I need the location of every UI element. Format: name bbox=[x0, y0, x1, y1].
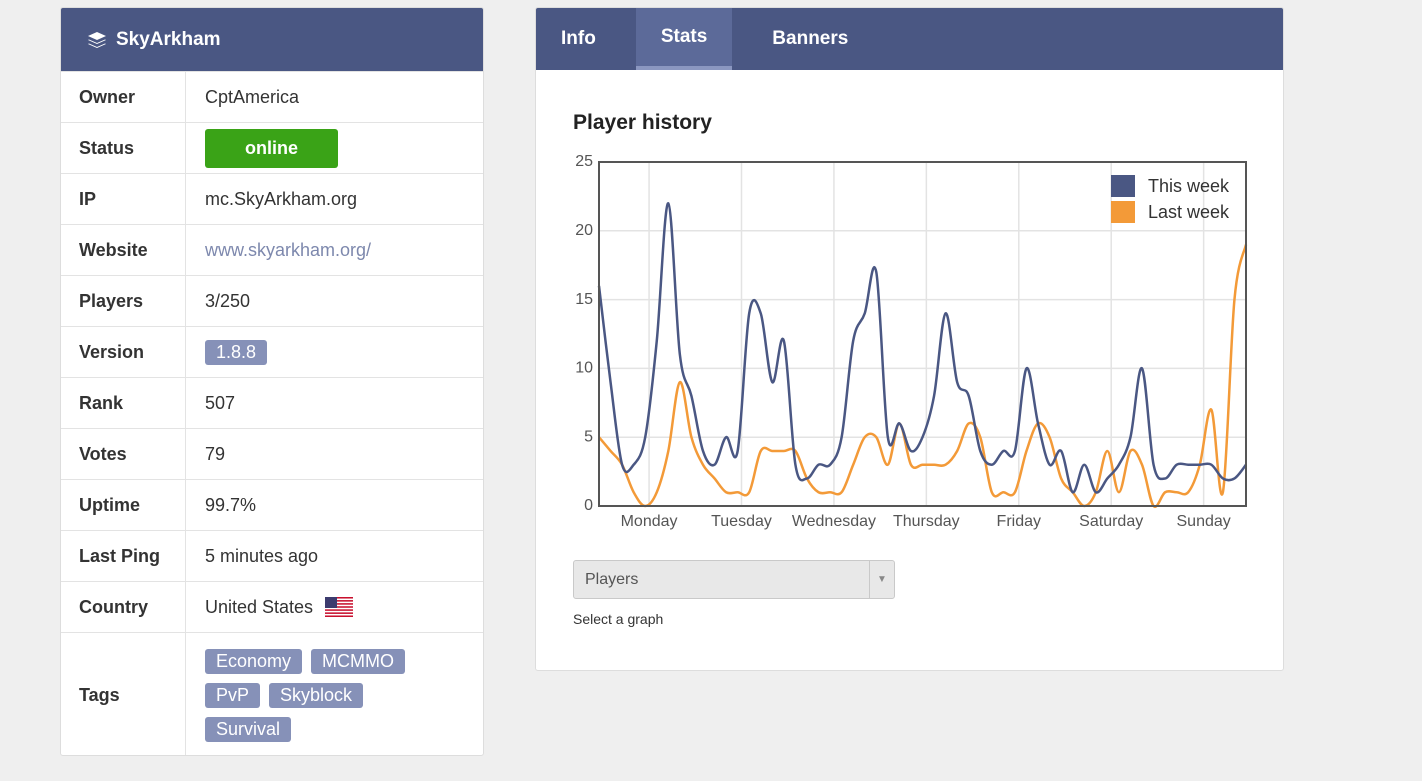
tab[interactable]: Info bbox=[561, 28, 596, 49]
info-row: Last Ping 5 minutes ago bbox=[61, 530, 483, 581]
row-label: IP bbox=[61, 174, 186, 224]
row-label: Owner bbox=[61, 72, 186, 122]
row-value: mc.SkyArkham.org bbox=[205, 188, 358, 209]
x-tick-label: Wednesday bbox=[792, 513, 876, 530]
row-value-cell: mc.SkyArkham.org bbox=[186, 174, 483, 224]
info-row: Website www.skyarkham.org/ bbox=[61, 224, 483, 275]
tag-badge: Skyblock bbox=[269, 682, 364, 708]
series-line bbox=[597, 202, 1247, 494]
x-tick-label: Thursday bbox=[893, 513, 960, 530]
row-value-cell: United States bbox=[186, 582, 483, 632]
plot-background bbox=[599, 162, 1246, 506]
legend-label: This week bbox=[1148, 176, 1230, 196]
row-value-cell: CptAmerica bbox=[186, 72, 483, 122]
x-tick-label: Friday bbox=[997, 513, 1041, 530]
website-link[interactable]: www.skyarkham.org/ bbox=[205, 239, 372, 260]
row-label: Last Ping bbox=[61, 531, 186, 581]
y-tick-label: 15 bbox=[575, 291, 593, 308]
row-value: 507 bbox=[205, 392, 236, 413]
legend-swatch bbox=[1111, 175, 1135, 197]
tag-badge: MCMMO bbox=[311, 648, 406, 674]
y-tick-label: 0 bbox=[584, 497, 593, 514]
chart-title: Player history bbox=[573, 111, 712, 134]
tag-list: Economy MCMMO PvP Skyblock Survival bbox=[186, 633, 483, 755]
flag bbox=[325, 597, 354, 617]
row-label: Website bbox=[61, 225, 186, 275]
tab-bar: Info Stats Banners bbox=[536, 8, 1283, 70]
tag-badge: PvP bbox=[205, 682, 261, 708]
x-tick-label: Tuesday bbox=[711, 513, 772, 530]
row-value: 5 minutes ago bbox=[205, 545, 319, 566]
x-tick-label: Sunday bbox=[1177, 513, 1231, 530]
select-arrow: ▼ bbox=[869, 561, 894, 598]
y-tick-label: 20 bbox=[575, 222, 593, 239]
status-badge: online bbox=[205, 128, 338, 168]
chart: 0 5 10 15 20 25 Monday Tuesday Wednesday Thursday… bbox=[575, 153, 1248, 530]
info-row: Rank 507 bbox=[61, 377, 483, 428]
info-row: IP mc.SkyArkham.org bbox=[61, 173, 483, 224]
x-tick-label: Monday bbox=[621, 513, 678, 530]
tab[interactable]: Banners bbox=[772, 28, 849, 49]
y-tick-label: 5 bbox=[584, 428, 593, 445]
info-row: Uptime 99.7% bbox=[61, 479, 483, 530]
row-value: United States bbox=[205, 596, 314, 617]
row-value-cell: 3/250 bbox=[186, 276, 483, 326]
x-tick-label: Saturday bbox=[1079, 513, 1143, 530]
row-value-cell: online bbox=[186, 123, 483, 173]
row-value-cell: www.skyarkham.org/ bbox=[186, 225, 483, 275]
select-value: Players bbox=[585, 570, 639, 588]
row-value: CptAmerica bbox=[205, 86, 300, 107]
server-name: SkyArkham bbox=[116, 28, 221, 50]
row-label: Status bbox=[61, 123, 186, 173]
info-row: Players 3/250 bbox=[61, 275, 483, 326]
graph-select[interactable]: Players ▼ bbox=[573, 560, 895, 599]
row-value-cell: 5 minutes ago bbox=[186, 531, 483, 581]
row-value-cell: 79 bbox=[186, 429, 483, 479]
tag-badge: Survival bbox=[205, 716, 292, 742]
row-value-cell: 99.7% bbox=[186, 480, 483, 530]
row-label: Tags bbox=[61, 633, 186, 755]
info-row: Country United States bbox=[61, 581, 483, 632]
tab[interactable]: Stats bbox=[635, 8, 733, 70]
row-value: 3/250 bbox=[205, 290, 251, 311]
tag-badge: Economy bbox=[205, 648, 303, 674]
info-row: Version 1.8.8 bbox=[61, 326, 483, 377]
row-value-cell: 1.8.8 bbox=[186, 327, 483, 377]
row-label: Country bbox=[61, 582, 186, 632]
plot-frame bbox=[598, 161, 1247, 507]
layers-icon bbox=[88, 31, 106, 48]
y-tick-label: 10 bbox=[575, 360, 593, 377]
info-row: Owner CptAmerica bbox=[61, 71, 483, 122]
select-hint: Select a graph bbox=[573, 611, 664, 627]
row-value-cell: 507 bbox=[186, 378, 483, 428]
row-label: Players bbox=[61, 276, 186, 326]
row-label: Version bbox=[61, 327, 186, 377]
stats-card: Info Stats Banners Player history 0 5 10 15 20… bbox=[535, 7, 1284, 671]
version-badge: 1.8.8 bbox=[205, 339, 268, 365]
series-line bbox=[598, 244, 1248, 509]
row-label: Rank bbox=[61, 378, 186, 428]
row-label: Uptime bbox=[61, 480, 186, 530]
row-value: 79 bbox=[205, 443, 226, 464]
legend-label: Last week bbox=[1148, 202, 1230, 222]
tags-row: Tags Economy MCMMO PvP Skyblock Survival bbox=[61, 632, 483, 755]
legend-swatch bbox=[1111, 201, 1135, 223]
card-header: SkyArkham bbox=[61, 8, 483, 71]
server-card: SkyArkham Owner CptAmerica Status online IP m… bbox=[60, 7, 484, 756]
row-value: 99.7% bbox=[205, 494, 257, 515]
info-table: Owner CptAmerica Status online IP mc.SkyArkha… bbox=[61, 71, 483, 632]
info-row: Votes 79 bbox=[61, 428, 483, 479]
info-row: Status online bbox=[61, 122, 483, 173]
row-label: Votes bbox=[61, 429, 186, 479]
y-tick-label: 25 bbox=[575, 153, 593, 170]
